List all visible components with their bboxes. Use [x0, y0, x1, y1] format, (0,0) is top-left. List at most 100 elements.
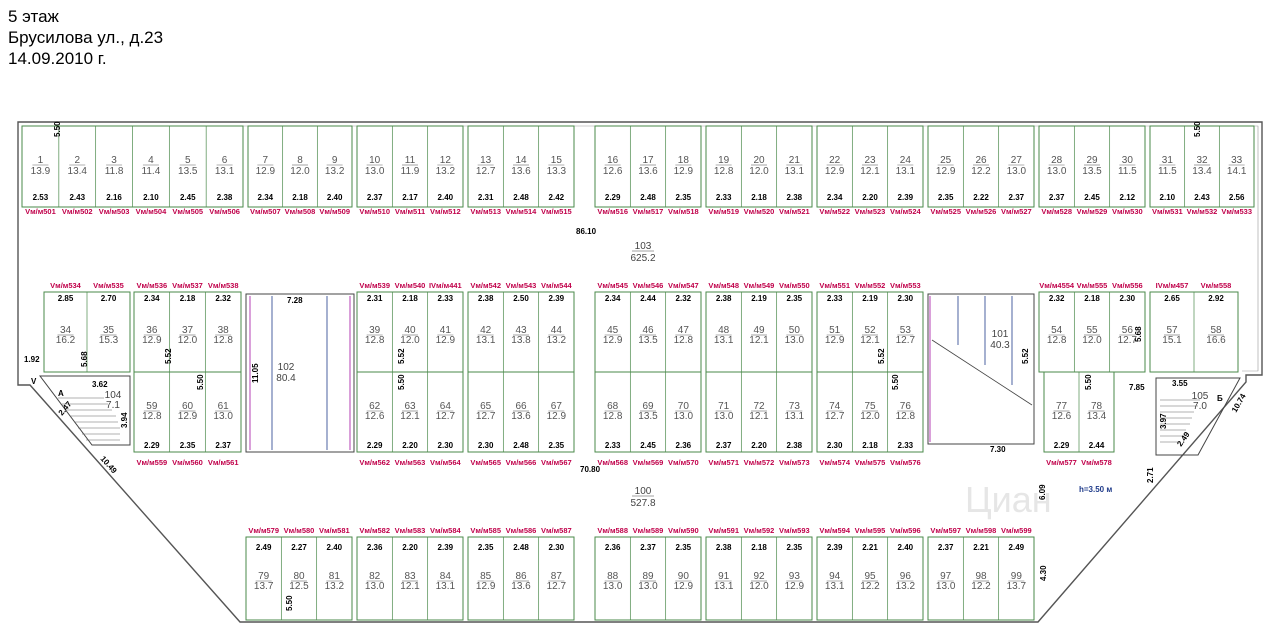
space-area: 12.9 [936, 166, 956, 177]
space-width: 2.34 [827, 193, 843, 202]
space-area: 12.9 [825, 166, 845, 177]
space-code: Vм/м561 [208, 458, 239, 467]
space-number: 75 [864, 401, 876, 412]
space-width: 2.40 [898, 543, 914, 552]
space-number: 87 [551, 571, 563, 582]
space-code: Vм/м523 [855, 207, 886, 216]
svg-text:1.92: 1.92 [24, 355, 40, 364]
space-code: Vм/м574 [819, 458, 851, 467]
space-area: 12.7 [547, 581, 567, 592]
space-area: 12.0 [400, 335, 420, 346]
space-code: Vм/м563 [395, 458, 426, 467]
space-number: 8 [297, 155, 303, 166]
space-code: Vм/м518 [668, 207, 699, 216]
svg-text:101: 101 [992, 329, 1009, 340]
space-code: Vм/м507 [250, 207, 281, 216]
space-area: 13.0 [638, 581, 658, 592]
space-number: 25 [940, 155, 952, 166]
space-number: 96 [900, 571, 912, 582]
space-area: 13.1 [476, 335, 496, 346]
space-area: 13.8 [511, 335, 531, 346]
space-width: 2.20 [862, 193, 878, 202]
space-code: IVм/м457 [1156, 281, 1189, 290]
space-number: 32 [1196, 155, 1208, 166]
space-code: Vм/м526 [966, 207, 997, 216]
space-area: 12.8 [674, 335, 694, 346]
parking-rows: 113.92.53Vм/м501213.42.43Vм/м502311.82.1… [21, 125, 1255, 621]
space-area: 13.6 [511, 581, 531, 592]
space-area: 13.0 [674, 411, 694, 422]
svg-text:4.30: 4.30 [1039, 565, 1048, 581]
space-number: 13 [480, 155, 492, 166]
svg-text:3.97: 3.97 [1159, 413, 1168, 429]
space-code: Vм/м577 [1046, 458, 1077, 467]
space-area: 13.2 [896, 581, 916, 592]
row-block [133, 371, 242, 453]
height-note: h=3.50 м [1079, 485, 1112, 494]
watermark: Циан [965, 479, 1052, 520]
svg-text:5.50: 5.50 [397, 374, 406, 390]
space-code: Vм/м571 [708, 458, 739, 467]
space-area: 13.0 [714, 411, 734, 422]
row-block [705, 371, 813, 453]
space-code: Vм/м513 [470, 207, 501, 216]
space-code: Vм/м549 [744, 281, 775, 290]
space-code: Vм/м582 [359, 526, 390, 535]
space-code: Vм/м598 [966, 526, 997, 535]
svg-text:5.52: 5.52 [397, 348, 406, 364]
space-code: Vм/м569 [633, 458, 664, 467]
svg-text:5.50: 5.50 [1193, 121, 1202, 137]
space-number: 31 [1162, 155, 1174, 166]
svg-text:104: 104 [105, 390, 122, 401]
space-width: 2.49 [1009, 543, 1025, 552]
svg-text:5.52: 5.52 [877, 348, 886, 364]
svg-text:7.1: 7.1 [106, 400, 120, 411]
space-area: 12.6 [1052, 411, 1072, 422]
row-block [356, 125, 464, 208]
space-number: 46 [642, 325, 654, 336]
space-width: 2.38 [787, 441, 803, 450]
space-code: Vм/м529 [1077, 207, 1108, 216]
space-number: 72 [753, 401, 765, 412]
space-width: 2.36 [367, 543, 383, 552]
row-block [594, 371, 702, 453]
space-code: Vм/м516 [597, 207, 628, 216]
space-code: Vм/м576 [890, 458, 921, 467]
room-103-label: 103 625.2 [630, 241, 655, 264]
space-number: 68 [607, 401, 619, 412]
space-code: Vм/м521 [779, 207, 810, 216]
space-number: 70 [678, 401, 690, 412]
space-number: 95 [864, 571, 876, 582]
parking-space: 213.4 2.43 Vм/м502 [58, 126, 93, 216]
svg-text:7.30: 7.30 [990, 445, 1006, 454]
space-code: Vм/м512 [430, 207, 461, 216]
space-area: 12.6 [365, 411, 385, 422]
space-number: 39 [369, 325, 381, 336]
space-width: 2.31 [367, 294, 383, 303]
stair-a-label: А [58, 389, 64, 398]
space-area: 12.2 [860, 581, 880, 592]
space-width: 2.48 [513, 441, 529, 450]
space-number: 3 [111, 155, 117, 166]
row-block [1149, 125, 1255, 208]
space-code: Vм/м506 [209, 207, 240, 216]
